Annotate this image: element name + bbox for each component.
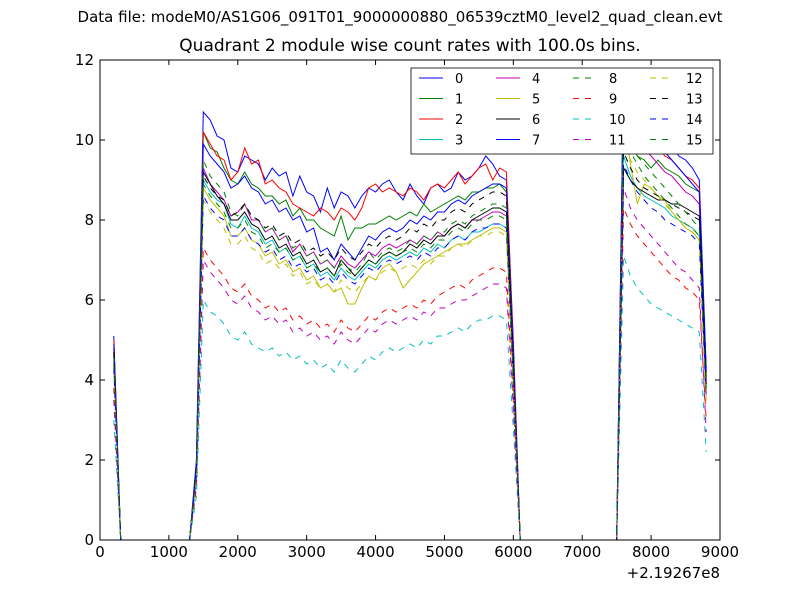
x-tick-label: 2000: [219, 543, 257, 561]
legend-label-0: 0: [455, 72, 463, 87]
legend-label-14: 14: [686, 113, 703, 128]
legend-label-4: 4: [532, 72, 540, 87]
chart-title: Quadrant 2 module wise count rates with …: [179, 36, 641, 56]
series-line-7: [113, 71, 707, 540]
legend-label-6: 6: [532, 113, 540, 128]
legend-label-7: 7: [532, 134, 540, 149]
legend-label-1: 1: [455, 93, 463, 108]
series-line-6: [113, 166, 707, 540]
series-line-13: [113, 151, 707, 540]
series-line-1: [113, 115, 707, 540]
series-line-11: [113, 187, 707, 540]
x-tick-label: 8000: [632, 543, 670, 561]
legend-label-5: 5: [532, 93, 540, 108]
legend-label-13: 13: [686, 93, 703, 108]
x-tick-label: 5000: [425, 543, 463, 561]
y-tick-label: 12: [75, 51, 94, 69]
series-line-3: [113, 155, 707, 540]
series-line-9: [113, 207, 707, 540]
series-line-10: [113, 255, 707, 540]
legend-label-15: 15: [686, 134, 703, 149]
legend-label-8: 8: [609, 72, 617, 87]
y-tick-label: 2: [84, 451, 94, 469]
y-tick-label: 10: [75, 131, 94, 149]
y-tick-label: 6: [84, 291, 94, 309]
y-tick-label: 8: [84, 211, 94, 229]
figure-suptitle: Data file: modeM0/AS1G06_091T01_90000008…: [77, 8, 723, 26]
x-tick-label: 4000: [356, 543, 394, 561]
y-tick-label: 0: [84, 531, 94, 549]
x-tick-label: 6000: [494, 543, 532, 561]
legend-label-11: 11: [609, 134, 626, 149]
x-tick-label: 0: [95, 543, 105, 561]
series-line-5: [113, 115, 707, 540]
y-tick-label: 4: [84, 371, 94, 389]
x-tick-label: 9000: [701, 543, 739, 561]
x-tick-label: 1000: [150, 543, 188, 561]
x-tick-label: 3000: [288, 543, 326, 561]
legend-label-9: 9: [609, 93, 617, 108]
legend-label-10: 10: [609, 113, 626, 128]
series-line-8: [113, 127, 707, 540]
series-group: [113, 67, 707, 540]
legend-label-3: 3: [455, 134, 463, 149]
x-offset-label: +2.19267e8: [627, 564, 720, 582]
series-line-2: [113, 75, 707, 540]
series-line-14: [113, 163, 707, 540]
legend-label-2: 2: [455, 113, 463, 128]
legend-label-12: 12: [686, 72, 703, 87]
series-line-0: [113, 67, 707, 540]
x-tick-label: 7000: [563, 543, 601, 561]
